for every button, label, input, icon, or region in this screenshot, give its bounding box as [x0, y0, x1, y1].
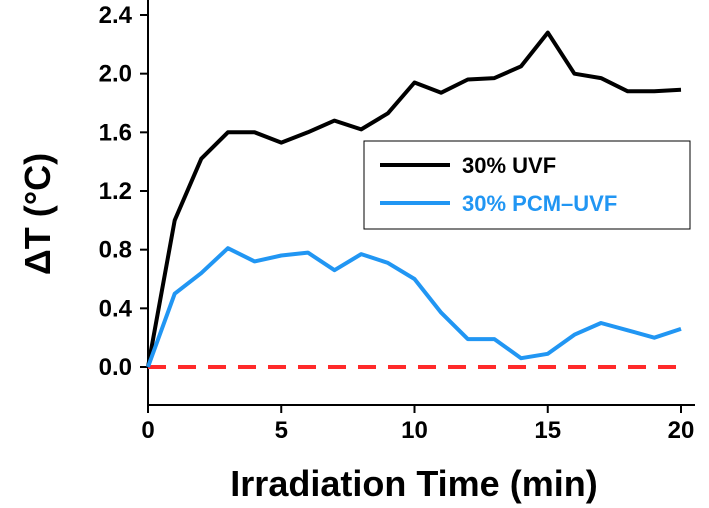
y-ticks: 0.0 0.4 0.8 1.2 1.6 2.0 2.4 [99, 2, 148, 381]
y-tick-label: 0.4 [99, 295, 133, 322]
x-axis-title: Irradiation Time (min) [230, 463, 597, 504]
axes [147, 0, 695, 406]
y-axis-title: ΔT (°C) [17, 153, 58, 275]
legend-label-30-uvf: 30% UVF [462, 153, 556, 178]
x-tick-label: 10 [401, 417, 428, 444]
legend: 30% UVF 30% PCM–UVF [363, 140, 691, 230]
y-tick-label: 1.2 [99, 178, 132, 205]
y-tick-label: 0.0 [99, 354, 132, 381]
y-tick-label: 1.6 [99, 119, 132, 146]
y-tick-label: 2.4 [99, 2, 133, 29]
x-ticks: 0 5 10 15 20 [141, 405, 694, 444]
y-tick-label: 2.0 [99, 61, 132, 88]
y-tick-label: 0.8 [99, 237, 132, 264]
series-line-30-uvf [146, 30, 682, 368]
legend-label-30-pcm-uvf: 30% PCM–UVF [462, 191, 617, 216]
series-line-30-pcm-uvf [146, 246, 682, 368]
legend-box [363, 140, 691, 230]
series-group [146, 30, 682, 368]
x-tick-label: 0 [141, 417, 154, 444]
x-tick-label: 15 [534, 417, 561, 444]
x-tick-label: 20 [668, 417, 695, 444]
x-tick-label: 5 [275, 417, 288, 444]
